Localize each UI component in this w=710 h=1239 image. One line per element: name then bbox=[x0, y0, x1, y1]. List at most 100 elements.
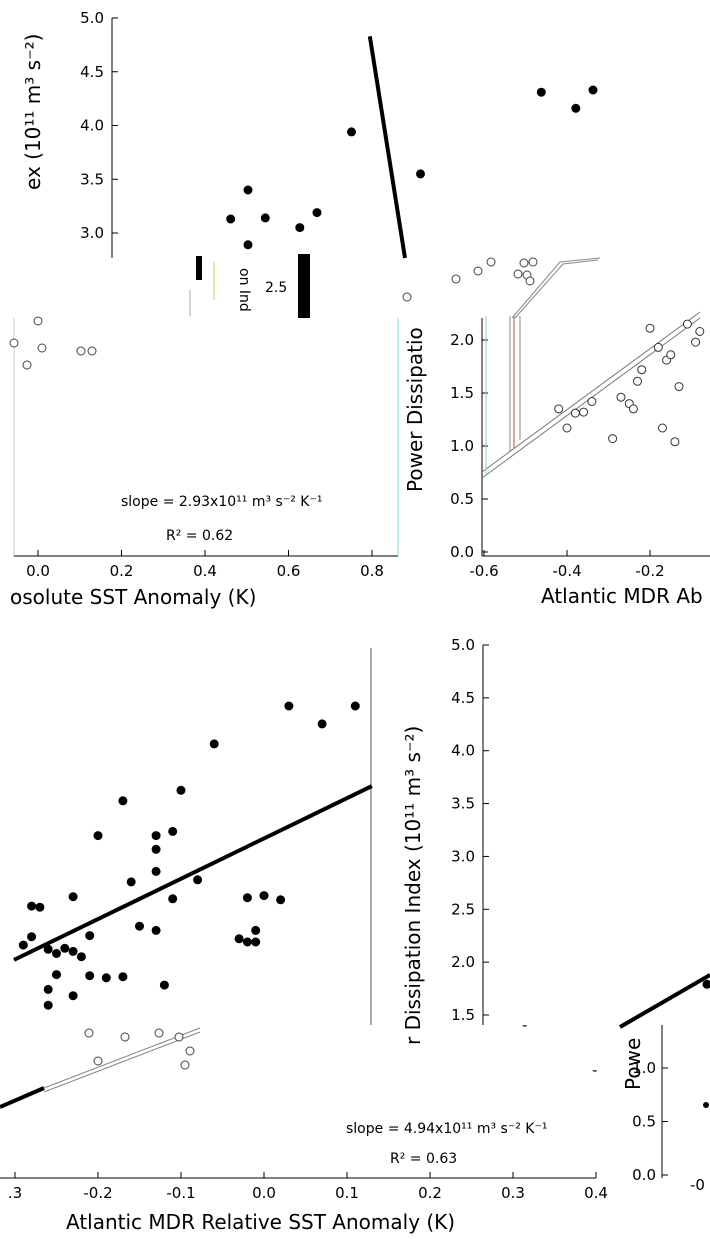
data-point bbox=[350, 701, 360, 711]
y-tick-label: 4.0 bbox=[80, 117, 104, 135]
y-tick-label: 2.5 bbox=[451, 900, 475, 918]
y-tick-label: 0.0 bbox=[450, 543, 474, 561]
data-point bbox=[251, 925, 261, 935]
data-point bbox=[234, 934, 244, 944]
data-point bbox=[242, 937, 252, 947]
overlay-fragments: 2.5 on Ind bbox=[189, 254, 310, 318]
data-point bbox=[276, 895, 286, 905]
data-point bbox=[52, 970, 61, 980]
data-point bbox=[151, 925, 161, 935]
data-point bbox=[60, 943, 70, 953]
faint-data-point bbox=[579, 407, 589, 417]
faint-data-point bbox=[658, 423, 667, 433]
inset-dash-label: - bbox=[522, 1016, 527, 1034]
x-tick-label: 0.1 bbox=[335, 1184, 359, 1202]
fragment-tick: 2.5 bbox=[265, 280, 287, 296]
inset-y-tick-label: 0.5 bbox=[632, 1113, 656, 1131]
data-point bbox=[284, 701, 294, 711]
x-tick-label: 0.2 bbox=[418, 1184, 442, 1202]
data-point bbox=[242, 893, 252, 903]
inset-y-label: Powe bbox=[621, 1038, 645, 1090]
y-tick-label: 2.0 bbox=[451, 953, 475, 971]
data-point bbox=[151, 866, 161, 876]
faint-data-point bbox=[637, 365, 647, 375]
faint-data-point bbox=[645, 323, 655, 333]
x-tick-label: 0.0 bbox=[252, 1184, 276, 1202]
faint-data-point bbox=[562, 423, 572, 433]
data-point bbox=[27, 932, 37, 942]
x-tick-label: -0.4 bbox=[552, 562, 581, 580]
inset-y-tick-label: 1.0 bbox=[632, 1059, 656, 1077]
chart-top-left: 5.0 4.5 4.0 3.5 3.0 ex (10¹¹ m³ s⁻²) bbox=[21, 9, 708, 259]
y-tick-label: 3.0 bbox=[451, 847, 475, 865]
y-tick-label: 0.5 bbox=[450, 490, 474, 508]
data-point bbox=[85, 971, 95, 981]
faint-data-point bbox=[33, 316, 43, 326]
faint-data-point bbox=[525, 276, 535, 286]
r2-annotation: R² = 0.63 bbox=[390, 1151, 457, 1167]
data-point bbox=[251, 937, 261, 947]
data-point bbox=[68, 991, 78, 1001]
faint-data-point bbox=[587, 397, 597, 406]
slope-annotation: slope = 4.94x10¹¹ m³ s⁻² K⁻¹ bbox=[346, 1121, 547, 1137]
y-tick-label: 4.0 bbox=[451, 742, 475, 760]
data-point bbox=[536, 87, 546, 97]
faint-data-point bbox=[174, 1032, 184, 1042]
data-point bbox=[52, 949, 61, 958]
data-point bbox=[68, 946, 78, 956]
data-point bbox=[43, 944, 53, 954]
data-point bbox=[135, 921, 144, 931]
data-point bbox=[571, 103, 581, 113]
x-tick-label: 0.2 bbox=[110, 562, 134, 580]
faint-data-point bbox=[451, 274, 461, 284]
faint-data-point bbox=[674, 382, 684, 392]
data-point bbox=[126, 877, 136, 887]
chart-top-right: 0.0 0.5 1.0 1.5 2.0 -0.6 -0.4 -0.2 Power Dissi… bbox=[403, 257, 710, 608]
data-point bbox=[68, 892, 78, 902]
data-point bbox=[312, 208, 322, 218]
inset-dash-label: - bbox=[592, 1061, 597, 1079]
y-tick-label: 4.5 bbox=[451, 689, 475, 707]
faint-data-point bbox=[528, 257, 538, 267]
chart-top-left-lower: slope = 2.93x10¹¹ m³ s⁻² K⁻¹ R² = 0.62 0… bbox=[9, 257, 538, 609]
x-tick-label: 0.8 bbox=[360, 562, 384, 580]
x-tick-label: -0.6 bbox=[469, 562, 498, 580]
faint-data-point bbox=[633, 376, 642, 386]
data-point bbox=[317, 719, 327, 729]
faint-data-point bbox=[670, 437, 680, 447]
faint-data-point bbox=[185, 1046, 195, 1056]
data-point bbox=[226, 214, 236, 224]
data-point bbox=[43, 984, 53, 994]
faint-data-point bbox=[76, 346, 86, 356]
data-point bbox=[168, 894, 178, 904]
data-point bbox=[101, 973, 111, 983]
x-tick-label: 0.6 bbox=[277, 562, 301, 580]
faint-data-point bbox=[180, 1060, 190, 1070]
faint-data-point bbox=[486, 257, 496, 267]
x-axis-label: Atlantic MDR Relative SST Anomaly (K) bbox=[66, 1210, 455, 1234]
y-tick-label: 5.0 bbox=[451, 636, 475, 654]
x-tick-label: .3 bbox=[8, 1184, 22, 1202]
faint-data-point bbox=[120, 1032, 130, 1042]
faint-data-point bbox=[691, 337, 701, 347]
faint-data-point bbox=[402, 292, 412, 302]
y-tick-label: 1.5 bbox=[451, 1006, 475, 1024]
y-tick-label: 5.0 bbox=[80, 9, 104, 27]
data-point bbox=[209, 739, 219, 749]
slope-annotation: slope = 2.93x10¹¹ m³ s⁻² K⁻¹ bbox=[121, 494, 322, 510]
data-point bbox=[703, 1102, 709, 1108]
data-point bbox=[151, 831, 161, 841]
faint-data-point bbox=[22, 360, 32, 370]
x-tick-label: -0.2 bbox=[635, 562, 664, 580]
data-point bbox=[35, 902, 45, 912]
y-tick-label: 1.0 bbox=[450, 437, 474, 455]
data-point bbox=[43, 1000, 53, 1010]
faint-data-point bbox=[93, 1056, 103, 1066]
data-point bbox=[18, 940, 28, 950]
data-point bbox=[118, 796, 128, 806]
x-tick-label: 0.0 bbox=[26, 562, 50, 580]
data-point bbox=[702, 979, 710, 989]
data-point bbox=[118, 972, 128, 982]
y-tick-label: 3.5 bbox=[80, 170, 104, 188]
